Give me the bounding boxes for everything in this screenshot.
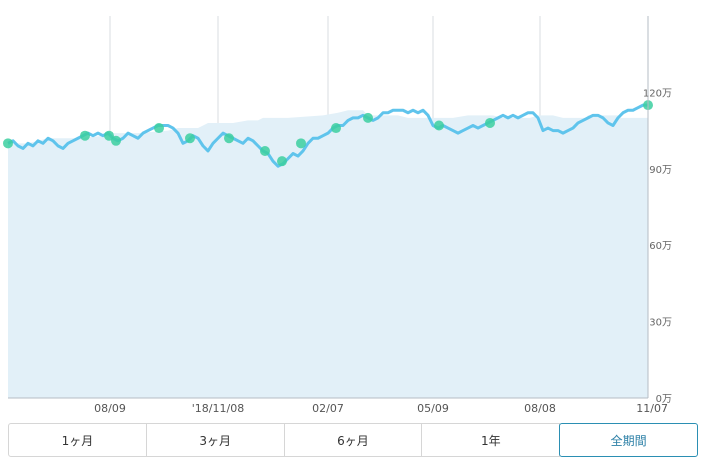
x-tick-label: 08/08 [524,402,556,415]
data-marker [111,135,121,146]
y-tick-label: 60万 [649,241,672,252]
tab-all-period[interactable]: 全期間 [559,423,698,457]
data-marker [485,117,495,128]
tab-1-month[interactable]: 1ヶ月 [8,423,147,457]
y-tick-label: 0万 [656,394,672,405]
data-marker [185,133,195,144]
data-marker [363,112,373,123]
y-tick-label: 90万 [649,165,672,176]
chart: 08/09 '18/11/08 02/07 05/09 08/08 11/07 0万 30万… [3,16,672,415]
data-marker [331,123,341,134]
markers [3,100,653,167]
data-marker [260,145,270,156]
data-marker [277,156,287,167]
data-marker [224,133,234,144]
data-marker [434,120,444,131]
data-marker [3,138,13,149]
tab-1-year[interactable]: 1年 [421,423,561,457]
tab-6-months[interactable]: 6ヶ月 [283,423,423,457]
x-tick-labels: 08/09 '18/11/08 02/07 05/09 08/08 11/07 [94,402,668,415]
area-series [8,110,648,398]
x-tick-label: 02/07 [312,402,344,415]
data-marker [104,130,114,141]
y-tick-label: 120万 [643,88,672,99]
x-tick-label: '18/11/08 [192,402,244,415]
data-marker [154,123,164,134]
data-marker [80,130,90,141]
x-tick-label: 05/09 [417,402,449,415]
tab-3-months[interactable]: 3ヶ月 [145,423,285,457]
period-tabs: 1ヶ月 3ヶ月 6ヶ月 1年 全期間 [8,423,698,457]
x-tick-label: 08/09 [94,402,126,415]
y-tick-label: 30万 [649,318,672,329]
y-tick-labels: 0万 30万 60万 90万 120万 [643,88,672,405]
x-tick-label: 11/07 [636,402,668,415]
data-marker [296,138,306,149]
